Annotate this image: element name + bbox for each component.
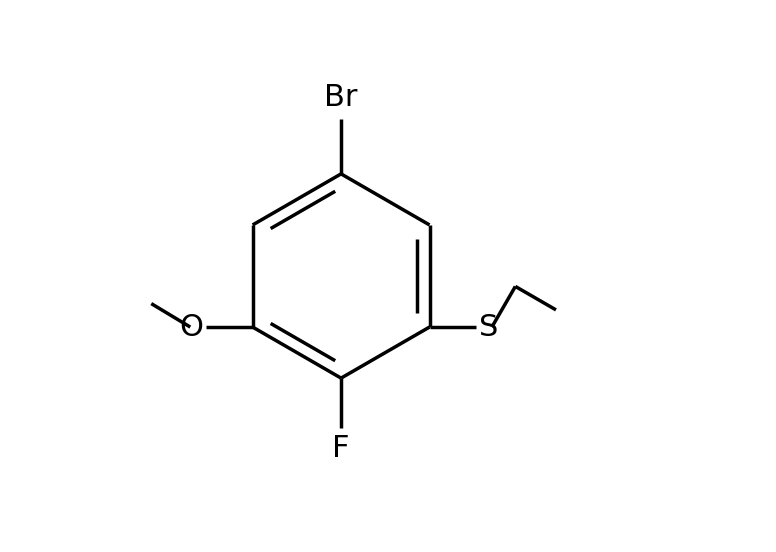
Text: S: S (480, 312, 498, 342)
Text: F: F (332, 434, 350, 464)
Text: Br: Br (324, 83, 358, 112)
Text: O: O (179, 312, 203, 342)
